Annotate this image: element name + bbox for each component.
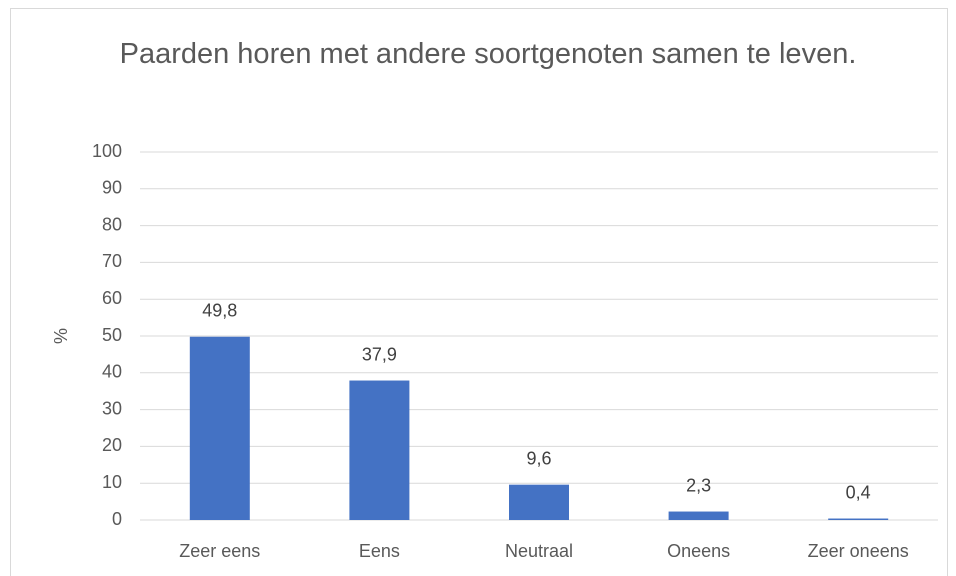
data-label: 37,9: [362, 344, 397, 364]
data-label: 9,6: [526, 448, 551, 468]
bar: [668, 511, 729, 520]
y-tick-label: 20: [102, 435, 122, 455]
y-tick-label: 30: [102, 398, 122, 418]
bar: [349, 380, 410, 520]
data-label: 49,8: [202, 300, 237, 320]
y-tick-label: 10: [102, 472, 122, 492]
data-label: 2,3: [686, 475, 711, 495]
y-tick-label: 0: [112, 509, 122, 529]
y-tick-label: 40: [102, 362, 122, 382]
y-tick-label: 100: [92, 141, 122, 161]
bar: [189, 336, 250, 520]
bar: [828, 518, 889, 520]
x-tick-label: Neutraal: [505, 541, 573, 561]
y-tick-label: 50: [102, 325, 122, 345]
x-tick-label: Zeer eens: [179, 541, 260, 561]
chart-frame: [10, 8, 948, 576]
x-tick-label: Zeer oneens: [808, 541, 909, 561]
y-axis-label: %: [51, 328, 71, 344]
y-tick-label: 70: [102, 251, 122, 271]
y-tick-label: 90: [102, 178, 122, 198]
chart-title: Paarden horen met andere soortgenoten sa…: [120, 38, 857, 70]
x-tick-label: Eens: [359, 541, 400, 561]
y-tick-label: 60: [102, 288, 122, 308]
y-tick-label: 80: [102, 214, 122, 234]
data-label: 0,4: [846, 482, 871, 502]
bar: [509, 484, 569, 520]
x-tick-label: Oneens: [667, 541, 730, 561]
